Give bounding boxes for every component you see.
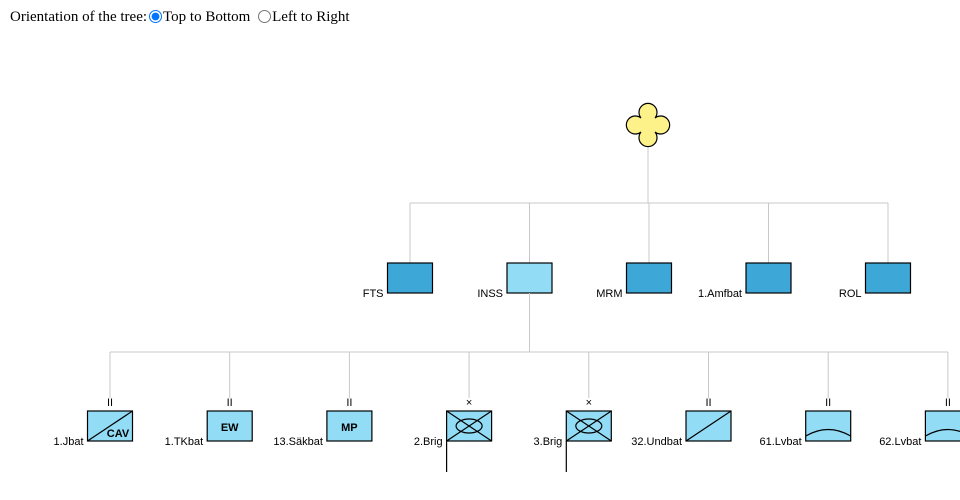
symbol-arc — [925, 428, 960, 437]
unit-node[interactable] — [206, 410, 253, 442]
unit-node[interactable] — [745, 262, 792, 294]
node-label: ROL — [839, 288, 862, 300]
node-label: 2.Brig — [414, 436, 443, 448]
echelon: × — [586, 397, 592, 409]
symbol-line — [565, 410, 612, 442]
node-label: FTS — [363, 288, 384, 300]
node-label: MRM — [596, 288, 622, 300]
symbol-arc — [805, 428, 851, 437]
node-label: 1.TKbat — [165, 436, 204, 448]
radio-left-right[interactable] — [258, 10, 272, 23]
echelon: II — [945, 397, 951, 409]
option-top-bottom[interactable]: Top to Bottom — [147, 9, 250, 25]
node-label: 13.Säkbat — [273, 436, 323, 448]
echelon: × — [466, 397, 472, 409]
symbol-text: MP — [341, 422, 358, 434]
unit-node[interactable] — [386, 262, 434, 294]
echelon: II — [346, 397, 352, 409]
node-label: 32.Undbat — [631, 436, 682, 448]
option-left-right[interactable]: Left to Right — [256, 9, 350, 25]
node-label: 1.Amfbat — [698, 288, 742, 300]
unit-node[interactable] — [805, 410, 852, 442]
echelon: II — [227, 397, 233, 409]
controls-label: Orientation of the tree: — [10, 9, 148, 25]
unit-node[interactable] — [625, 262, 673, 294]
orientation-controls: Orientation of the tree: Top to Bottom Le… — [10, 9, 352, 26]
node-label: 3.Brig — [534, 436, 563, 448]
unit-node[interactable] — [924, 410, 960, 442]
echelon: II — [107, 397, 113, 409]
echelon: II — [705, 397, 711, 409]
unit-node[interactable] — [326, 410, 373, 442]
symbol-line — [685, 410, 732, 442]
echelon: II — [825, 397, 831, 409]
node-label: 62.Lvbat — [879, 436, 921, 448]
option-text: Left to Right — [272, 9, 350, 25]
symbol-ellipse — [575, 418, 603, 434]
node-label: 61.Lvbat — [759, 436, 801, 448]
symbol-line — [87, 410, 133, 442]
option-text: Top to Bottom — [163, 9, 251, 25]
node-label: INSS — [477, 288, 503, 300]
symbol-line — [446, 410, 492, 442]
unit-node[interactable] — [864, 262, 912, 294]
symbol-ellipse — [455, 418, 483, 434]
radio-top-bottom[interactable] — [149, 10, 163, 23]
root-node[interactable] — [625, 102, 671, 148]
unit-node[interactable] — [506, 262, 553, 294]
symbol-text: EW — [221, 422, 239, 434]
node-label: 1.Jbat — [54, 436, 84, 448]
symbol-text: CAV — [107, 428, 130, 440]
